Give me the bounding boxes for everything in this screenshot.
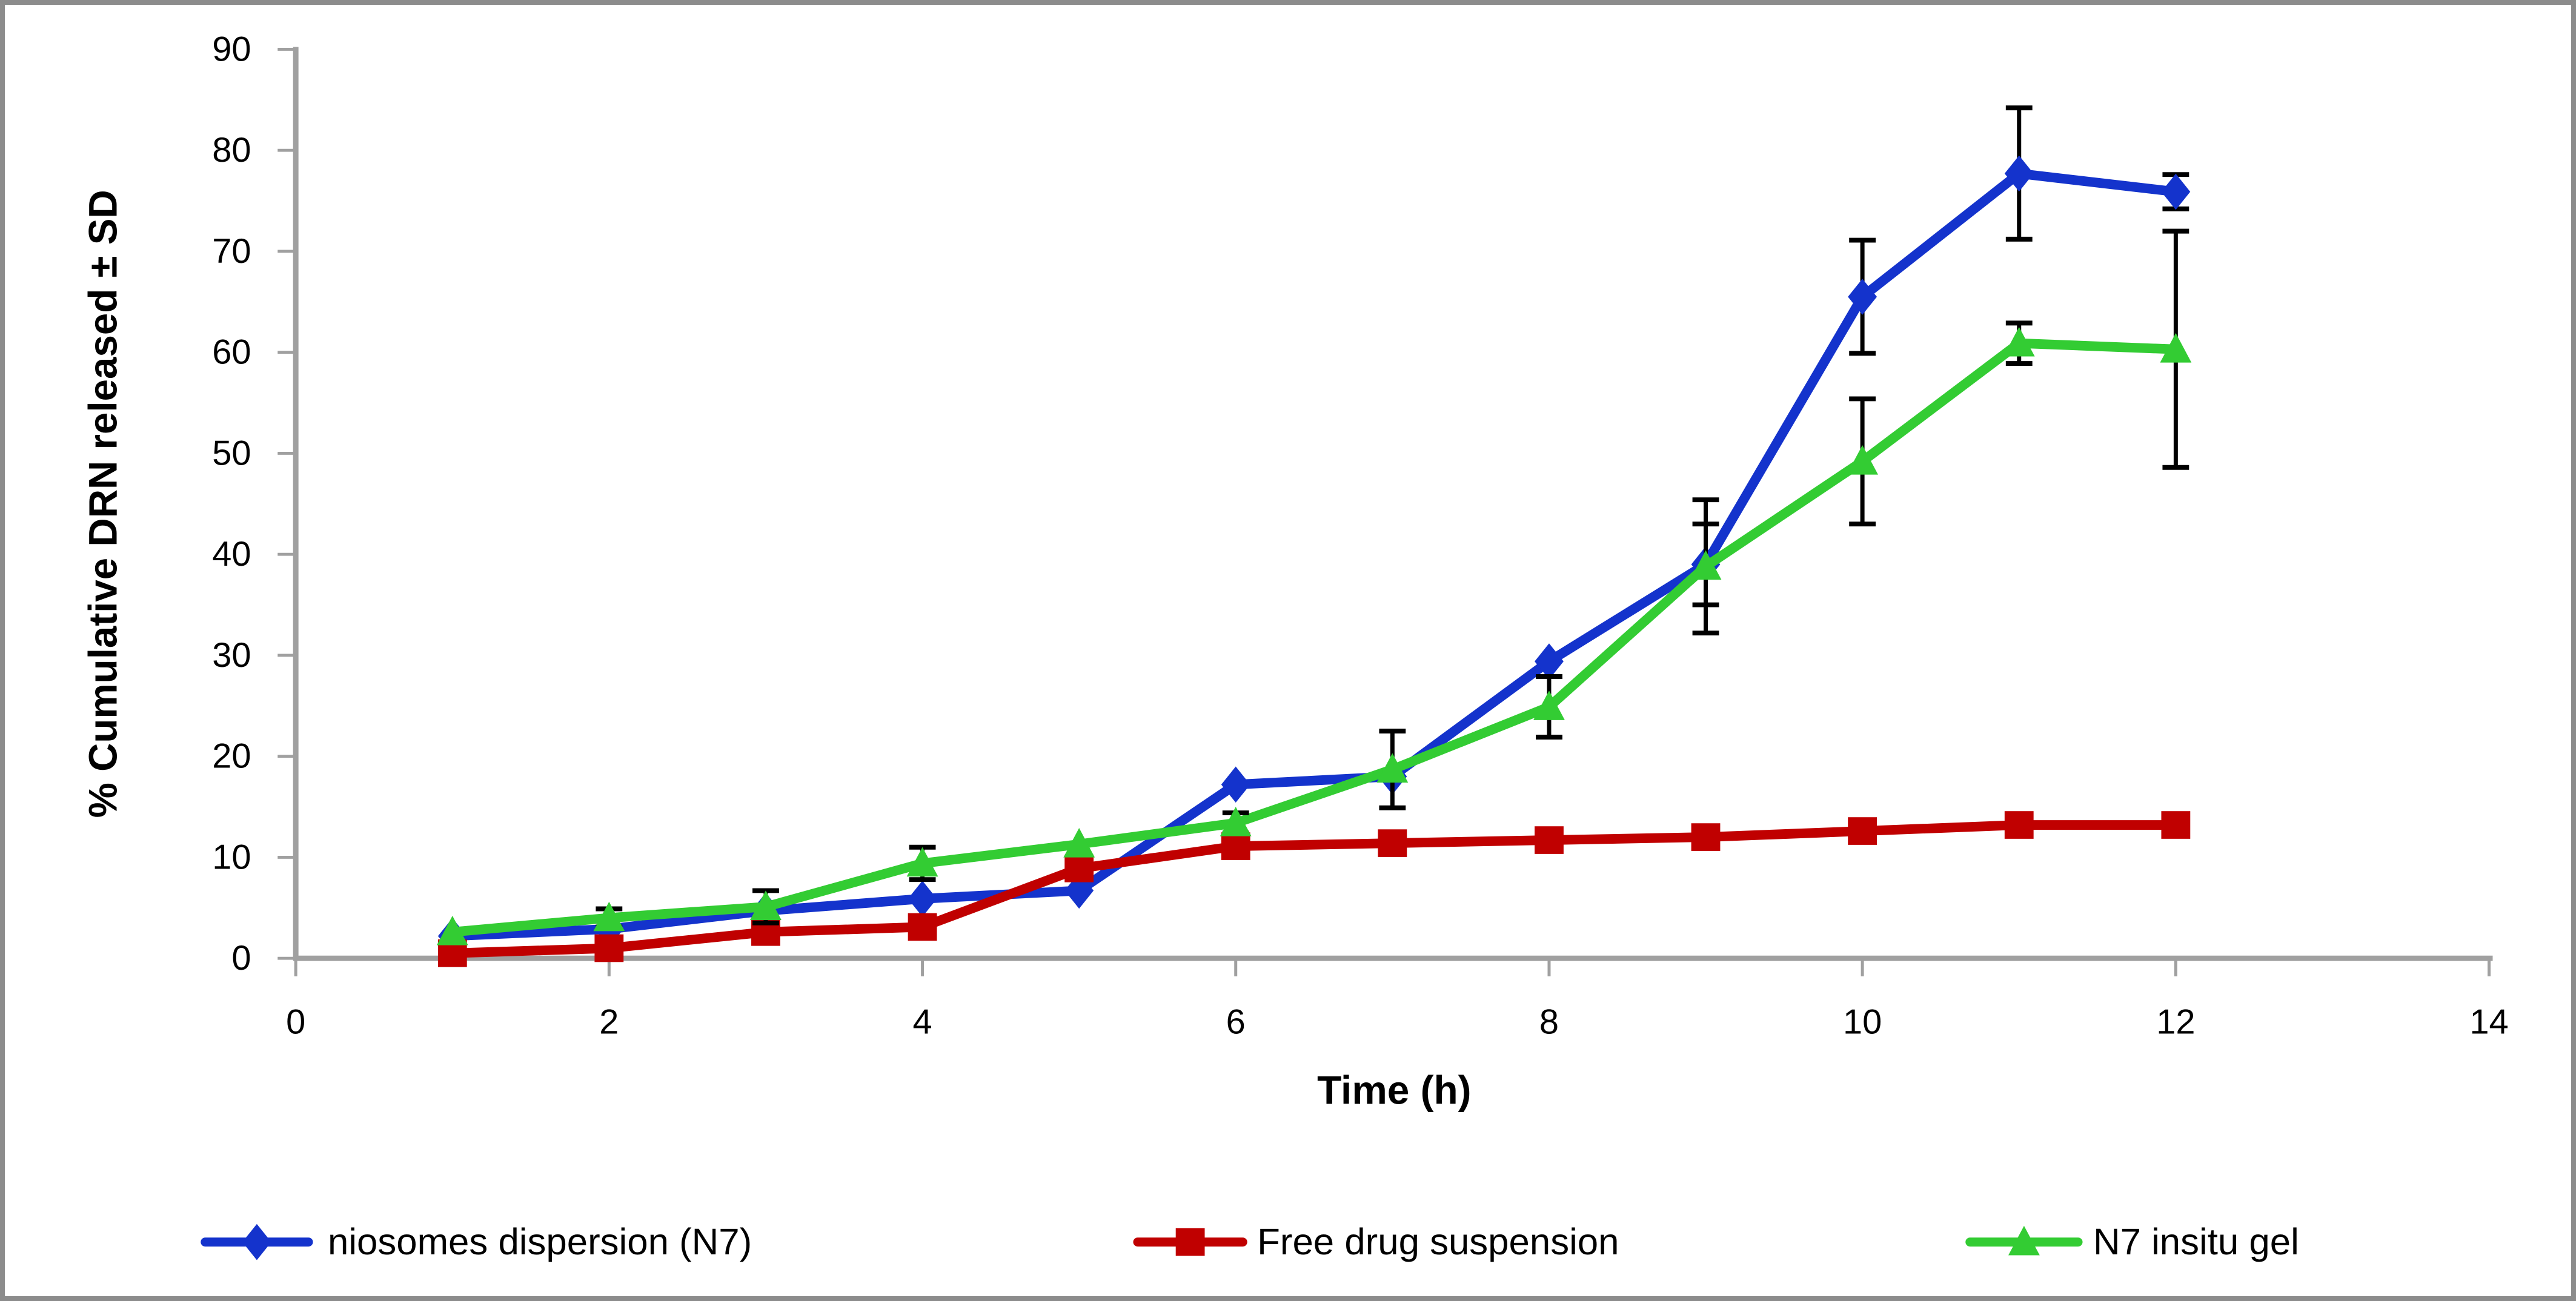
y-tick-label: 40 — [212, 535, 251, 574]
data-point-marker — [908, 881, 937, 917]
data-point-marker — [2161, 173, 2191, 210]
y-tick-label: 70 — [212, 232, 251, 271]
data-point-marker — [1063, 828, 1095, 858]
data-point-marker — [1848, 817, 1877, 845]
legend: niosomes dispersion (N7) Free drug suspen… — [201, 1221, 2299, 1263]
data-point-marker — [1690, 550, 1722, 580]
data-point-marker — [908, 913, 937, 941]
data-point-marker — [594, 934, 624, 962]
series-n7-insitu-gel — [436, 228, 2192, 945]
axes: 0 10 20 30 40 50 60 70 80 90 0 2 4 6 8 10 12 14 — [212, 30, 2508, 1042]
data-point-marker — [2004, 155, 2034, 192]
chart-canvas: 0 10 20 30 40 50 60 70 80 90 0 2 4 6 8 10 12 14 % Cumulati… — [81, 30, 2508, 1263]
data-point-marker — [1535, 826, 1564, 854]
data-point-marker — [1847, 445, 1879, 475]
legend-label: Free drug suspension — [1257, 1221, 1619, 1263]
y-tick-label: 60 — [212, 333, 251, 372]
data-point-marker — [1221, 832, 1250, 860]
series-line — [447, 820, 2181, 958]
legend-item-free-drug-suspension: Free drug suspension — [1133, 1221, 1619, 1263]
y-tick-label: 30 — [212, 636, 251, 675]
data-point-marker — [2004, 811, 2034, 839]
legend-label: N7 insitu gel — [2093, 1221, 2299, 1263]
data-point-marker — [1221, 766, 1250, 803]
x-tick-label: 12 — [2156, 1002, 2195, 1041]
x-axis-title: Time (h) — [1317, 1068, 1471, 1112]
square-marker-icon — [1175, 1228, 1205, 1256]
y-axis-title: % Cumulative DRN released ± SD — [81, 190, 125, 818]
x-tick-label: 2 — [599, 1002, 619, 1041]
data-point-marker — [1691, 823, 1721, 851]
x-tick-label: 0 — [286, 1002, 305, 1041]
data-point-marker — [1533, 690, 1565, 720]
data-point-marker — [1535, 643, 1564, 680]
series-line — [447, 338, 2181, 937]
x-tick-label: 10 — [1843, 1002, 1882, 1041]
y-tick-label: 0 — [231, 939, 251, 978]
legend-item-n7-insitu-gel: N7 insitu gel — [1965, 1221, 2299, 1263]
triangle-marker-icon — [2008, 1225, 2040, 1256]
series-line — [447, 168, 2181, 941]
x-tick-label: 4 — [913, 1002, 932, 1041]
x-tick-label: 6 — [1226, 1002, 1246, 1041]
y-tick-label: 90 — [212, 30, 251, 69]
y-tick-label: 10 — [212, 838, 251, 876]
x-tick-label: 14 — [2469, 1002, 2508, 1041]
data-point-marker — [1378, 829, 1407, 857]
data-point-marker — [906, 847, 938, 877]
y-tick-label: 50 — [212, 434, 251, 473]
data-point-marker — [2161, 811, 2191, 839]
data-point-marker — [1848, 279, 1877, 315]
y-tick-label: 20 — [212, 737, 251, 776]
data-point-marker — [436, 916, 468, 945]
data-point-marker — [1220, 806, 1252, 836]
x-tick-label: 8 — [1539, 1002, 1559, 1041]
diamond-marker-icon — [242, 1223, 271, 1260]
data-point-marker — [1064, 854, 1094, 882]
data-point-marker — [593, 901, 625, 932]
legend-item-niosomes-dispersion-n7: niosomes dispersion (N7) — [201, 1221, 752, 1263]
data-point-marker — [1376, 753, 1409, 783]
data-point-marker — [2003, 326, 2035, 357]
data-point-marker — [750, 890, 782, 920]
series-free-drug-suspension — [437, 811, 2191, 967]
legend-label: niosomes dispersion (N7) — [328, 1221, 752, 1263]
data-point-marker — [2160, 333, 2192, 363]
y-tick-label: 80 — [212, 131, 251, 170]
